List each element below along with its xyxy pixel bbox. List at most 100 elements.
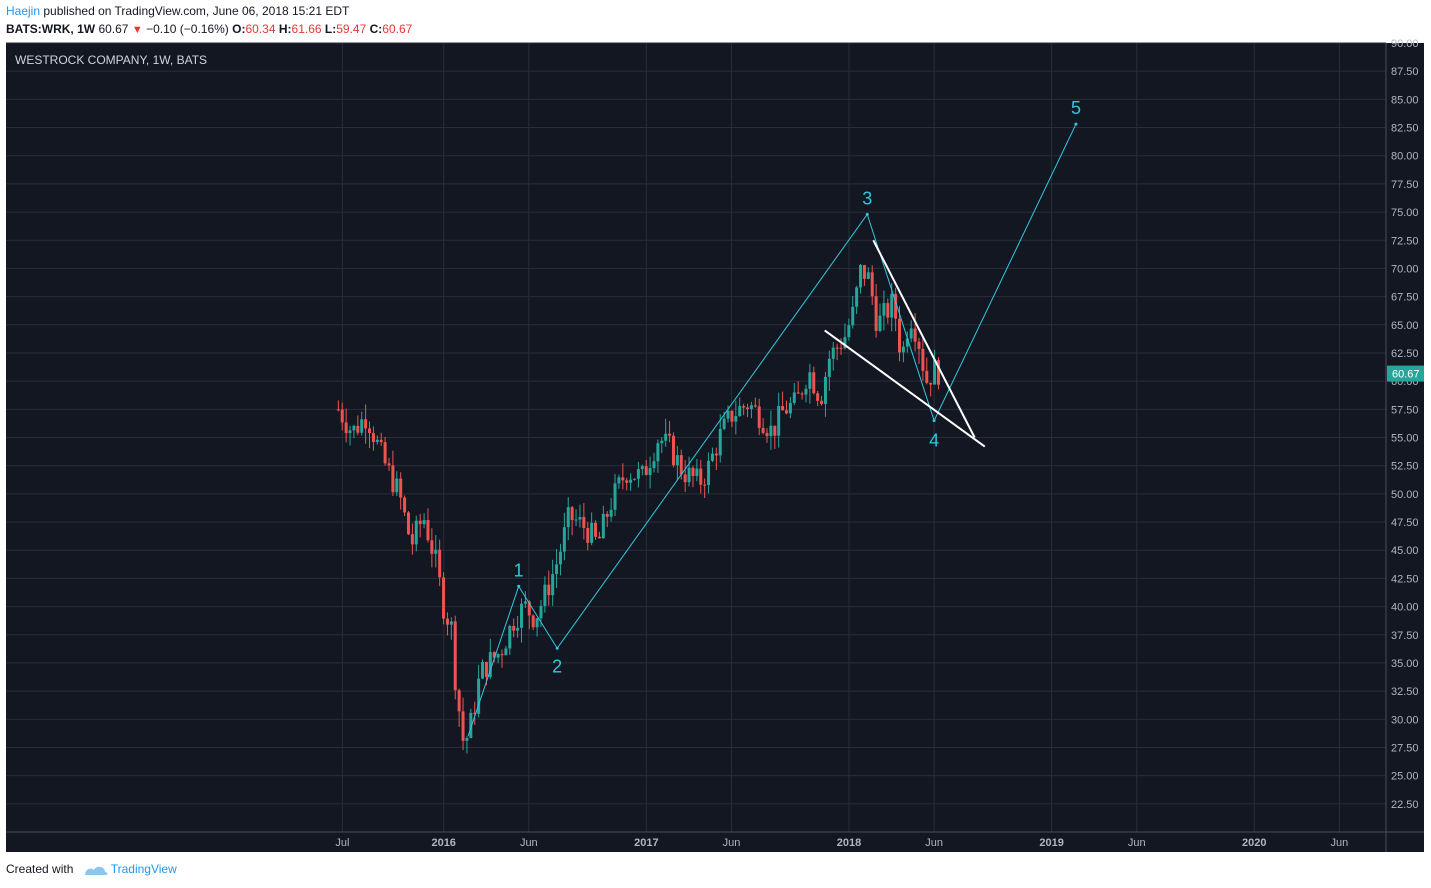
candle-down [913, 328, 917, 342]
time-tick-label: Jun [723, 837, 741, 849]
time-tick-label: 2018 [837, 837, 861, 849]
candle-up [866, 272, 870, 279]
candle-down [925, 370, 929, 383]
candle-down [430, 540, 434, 554]
candle-down [586, 527, 590, 543]
high-label: H: [278, 22, 292, 36]
candle-up [933, 360, 937, 385]
candle-up [734, 416, 738, 422]
price-tick-label: 80.00 [1391, 151, 1419, 163]
candle-down [344, 422, 348, 434]
price-tick-label: 37.50 [1391, 630, 1419, 642]
candle-down [570, 507, 574, 520]
candle-up [640, 466, 644, 470]
candle-down [839, 347, 843, 349]
candle-down [757, 406, 761, 428]
candle-down [796, 392, 800, 394]
price-tick-label: 27.50 [1391, 742, 1419, 754]
candle-up [434, 549, 438, 554]
candle-down [773, 425, 777, 436]
tradingview-link[interactable]: TradingView [110, 862, 177, 876]
candle-up [551, 574, 555, 596]
price-tick-label: 42.50 [1391, 573, 1419, 585]
time-tick-label: Jul [335, 837, 349, 849]
price-tick-label: 72.50 [1391, 235, 1419, 247]
candle-up [749, 405, 753, 409]
candle-up [348, 430, 352, 434]
price-tick-label: 45.00 [1391, 545, 1419, 557]
candle-up [823, 376, 827, 404]
candle-down [340, 409, 344, 423]
candle-down [691, 467, 695, 477]
wave-label: 4 [929, 431, 939, 451]
current-price-label: 60.67 [1392, 369, 1420, 381]
low-label: L: [324, 22, 337, 36]
candle-down [835, 347, 839, 349]
candle-up [792, 392, 796, 403]
candle-up [648, 468, 652, 475]
price-tick-label: 87.50 [1391, 66, 1419, 78]
time-tick-label: Jun [1331, 837, 1349, 849]
price-tick-label: 90.00 [1391, 38, 1419, 50]
candle-down [894, 293, 898, 319]
author-link[interactable]: Haejin [6, 4, 41, 18]
candle-down [383, 442, 387, 464]
candle-up [788, 402, 792, 414]
candle-up [414, 520, 418, 545]
wedge-trendline [872, 239, 976, 438]
candle-down [512, 626, 516, 631]
candle-up [352, 425, 356, 431]
candle-down [862, 264, 866, 279]
created-with-label: Created with [6, 862, 74, 876]
price-tick-label: 22.50 [1391, 799, 1419, 811]
candle-up [395, 478, 399, 493]
candle-down [473, 712, 477, 714]
candle-down [936, 360, 940, 385]
candle-up [905, 338, 909, 347]
wave-point [517, 584, 521, 588]
candle-down [679, 455, 683, 475]
candle-up [843, 337, 847, 349]
candle-up [695, 468, 699, 477]
time-tick-label: 2019 [1039, 837, 1063, 849]
close-value: 60.67 [382, 22, 413, 36]
price-tick-label: 25.00 [1391, 771, 1419, 783]
candle-up [636, 469, 640, 479]
close-label: C: [369, 22, 383, 36]
candle-up [422, 520, 426, 525]
publish-info: Haejin published on TradingView.com, Jun… [6, 4, 349, 18]
candle-down [668, 433, 672, 436]
price-tick-label: 67.50 [1391, 292, 1419, 304]
time-tick-label: Jun [520, 837, 538, 849]
candle-down [582, 516, 586, 528]
drawings: 1 2 3 4 5 [467, 98, 1081, 737]
candle-up [465, 738, 469, 741]
candle-up [890, 293, 894, 318]
candle-down [605, 513, 609, 517]
candle-up [590, 522, 594, 543]
candle-down [527, 601, 531, 616]
candle-down [800, 393, 804, 395]
candle-up [687, 467, 691, 483]
candle-up [675, 455, 679, 466]
candle-down [730, 410, 734, 422]
candle-down [426, 520, 430, 541]
candle-up [738, 406, 742, 417]
candle-up [827, 358, 831, 377]
candle-down [820, 400, 824, 404]
wave-label: 5 [1071, 98, 1081, 118]
candle-down [399, 478, 403, 498]
published-text: published on TradingView.com, June 06, 2… [43, 4, 350, 18]
candle-down [621, 477, 625, 481]
candle-up [469, 712, 473, 739]
candle-down [438, 549, 442, 578]
candle-down [699, 468, 703, 485]
candle-up [633, 478, 637, 480]
candle-up [477, 678, 481, 714]
candle-up [539, 605, 543, 619]
candle-up [504, 648, 508, 656]
candle-up [609, 509, 613, 517]
candle-down [886, 303, 890, 318]
candle-up [859, 264, 863, 288]
